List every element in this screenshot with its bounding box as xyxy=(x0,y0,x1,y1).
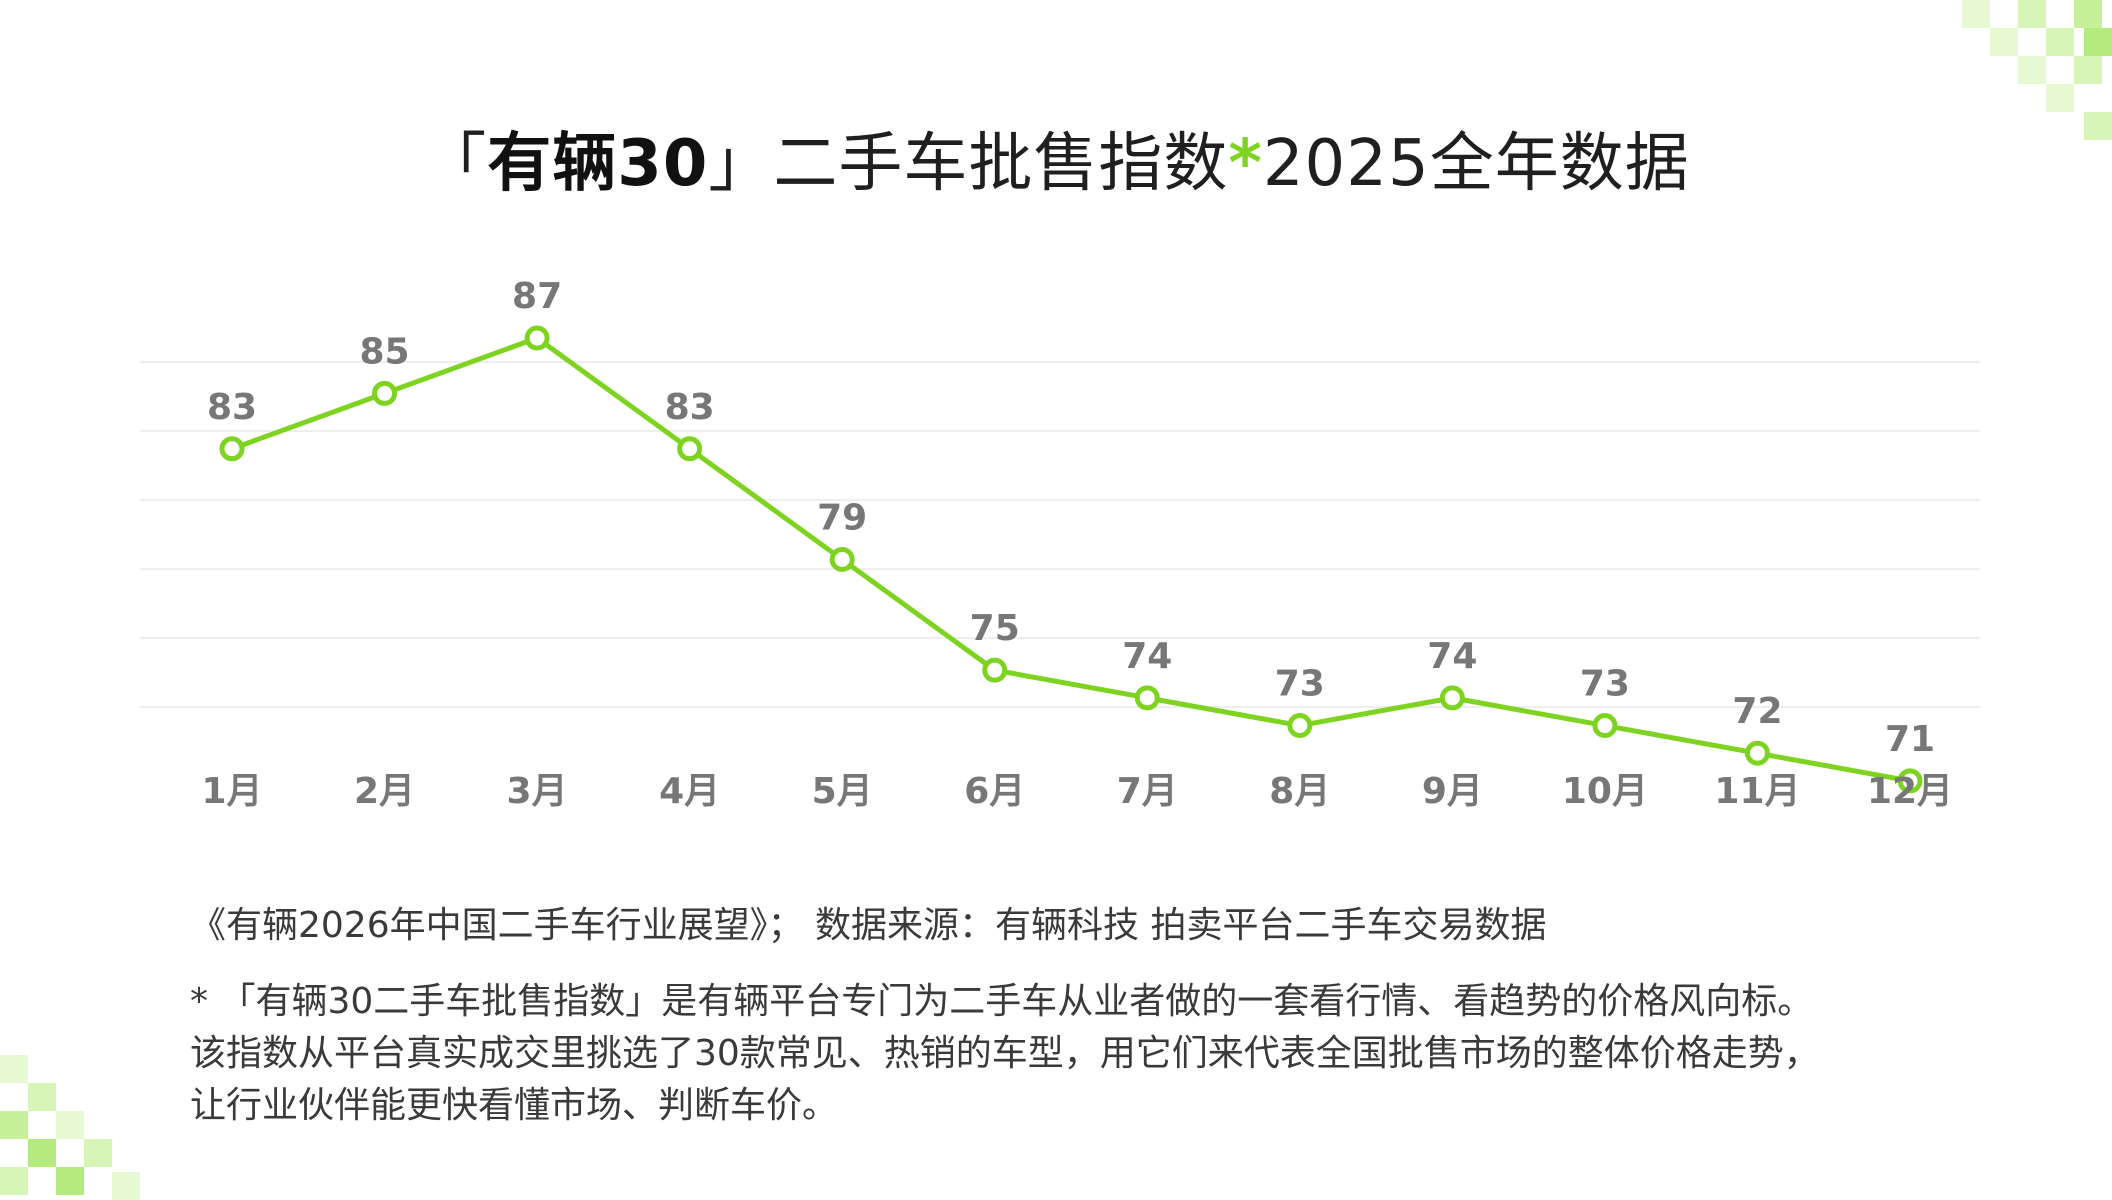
data-label: 85 xyxy=(359,331,409,372)
checker-decoration-top-right xyxy=(1962,0,2112,140)
data-point xyxy=(1287,713,1313,739)
title-main: 二手车批售指数 xyxy=(773,127,1229,201)
data-label: 87 xyxy=(512,276,562,317)
x-tick-label: 1月 xyxy=(201,771,262,812)
data-point xyxy=(219,436,245,462)
data-label: 74 xyxy=(1427,636,1477,677)
data-point xyxy=(1439,685,1465,711)
data-point xyxy=(1744,740,1770,766)
data-point xyxy=(982,657,1008,683)
x-tick-label: 7月 xyxy=(1117,771,1178,812)
data-point xyxy=(372,380,398,406)
x-tick-label: 4月 xyxy=(659,771,720,812)
source-text: 《有辆2026年中国二手车行业展望》； 数据来源：有辆科技 拍卖平台二手车交易数… xyxy=(190,905,1547,946)
title-brand: 有辆30 xyxy=(487,127,709,201)
x-tick-label: 3月 xyxy=(507,771,568,812)
data-label: 74 xyxy=(1122,636,1172,677)
page-title: 「有辆30」二手车批售指数*2025全年数据 xyxy=(0,112,2112,204)
data-label: 83 xyxy=(665,387,715,428)
x-tick-label: 11月 xyxy=(1714,771,1800,812)
checker-decoration-bottom-left xyxy=(0,1055,140,1200)
data-point xyxy=(829,546,855,572)
data-point xyxy=(1592,713,1618,739)
data-label: 73 xyxy=(1275,664,1325,705)
title-star: * xyxy=(1228,127,1263,201)
data-point xyxy=(1134,685,1160,711)
footnote: * 「有辆30二手车批售指数」是有辆平台专门为二手车从业者做的一套看行情、看趋势… xyxy=(190,976,1990,1132)
footnote-line-1: * 「有辆30二手车批售指数」是有辆平台专门为二手车从业者做的一套看行情、看趋势… xyxy=(190,981,1814,1022)
data-label: 79 xyxy=(817,497,867,538)
data-label: 71 xyxy=(1885,719,1935,760)
data-point xyxy=(677,436,703,462)
title-bracket-close: 」 xyxy=(708,127,774,201)
data-label: 75 xyxy=(970,608,1020,649)
data-label: 83 xyxy=(207,387,257,428)
x-tick-label: 12月 xyxy=(1867,771,1953,812)
x-tick-label: 6月 xyxy=(964,771,1025,812)
footnote-line-3: 让行业伙伴能更快看懂市场、判断车价。 xyxy=(190,1085,839,1126)
x-tick-label: 5月 xyxy=(812,771,873,812)
title-bracket-open: 「 xyxy=(422,127,488,201)
x-tick-label: 2月 xyxy=(354,771,415,812)
data-label: 73 xyxy=(1580,664,1630,705)
x-tick-label: 8月 xyxy=(1269,771,1330,812)
series-line xyxy=(231,335,1911,784)
x-tick-label: 9月 xyxy=(1422,771,1483,812)
data-point xyxy=(1897,768,1923,794)
data-label: 72 xyxy=(1732,691,1782,732)
x-tick-label: 10月 xyxy=(1562,771,1648,812)
title-suffix: 2025全年数据 xyxy=(1262,127,1690,201)
footnote-line-2: 该指数从平台真实成交里挑选了30款常见、热销的车型，用它们来代表全国批售市场的整… xyxy=(190,1033,1820,1074)
data-point xyxy=(524,325,550,351)
